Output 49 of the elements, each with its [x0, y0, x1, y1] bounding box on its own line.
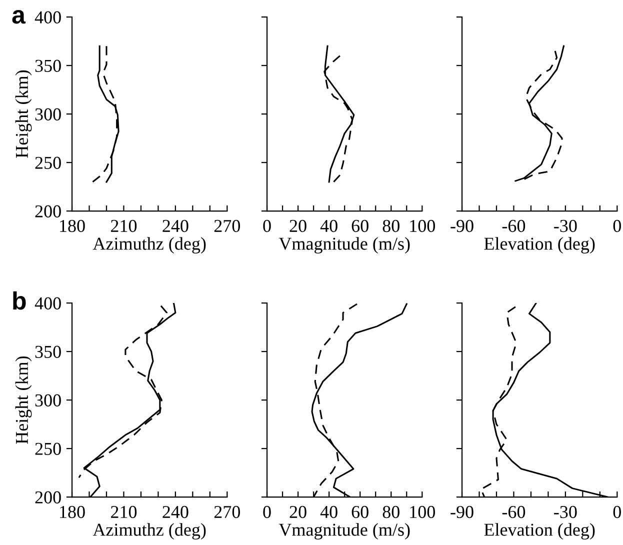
x-axis-title: Azimuthz (deg) — [92, 523, 206, 540]
x-tick-label: 180 — [60, 220, 85, 232]
x-tick-label: 0 — [263, 506, 271, 518]
y-axis-title: Height (km) — [15, 70, 32, 158]
x-tick-label: 0 — [613, 220, 621, 232]
x-tick-label: -60 — [502, 220, 526, 232]
y-tick-label: 400 — [34, 11, 61, 24]
x-axis-title: Elevation (deg) — [484, 523, 595, 540]
x-tick-label: 60 — [352, 506, 368, 518]
y-tick-label: 350 — [35, 346, 61, 358]
x-tick-label: 270 — [214, 220, 240, 232]
chart-title: b — [13, 291, 26, 310]
y-tick-label: 250 — [35, 442, 61, 455]
x-tick-label: 270 — [214, 506, 240, 518]
line-series — [92, 45, 118, 183]
y-tick-label: 200 — [35, 491, 61, 504]
x-tick-label: -90 — [450, 506, 474, 518]
y-tick-label: 300 — [35, 394, 61, 406]
x-tick-label: 240 — [162, 506, 188, 518]
y-tick-label: 350 — [35, 60, 61, 72]
y-tick-label: 200 — [35, 205, 61, 218]
x-tick-label: 180 — [60, 506, 85, 518]
x-tick-label: 20 — [290, 220, 306, 232]
y-axis-title: Height (km) — [15, 356, 32, 444]
x-tick-label: 80 — [382, 220, 400, 232]
chart-title: a — [12, 10, 26, 24]
x-tick-label: 0 — [613, 506, 621, 518]
x-tick-label: 100 — [410, 220, 435, 232]
x-tick-label: -30 — [554, 506, 577, 518]
x-axis-title: Elevation (deg) — [484, 237, 595, 254]
x-axis-title: Vmagnitude (m/s) — [278, 523, 410, 540]
x-tick-label: 210 — [110, 220, 137, 232]
x-tick-label: 40 — [320, 506, 338, 518]
x-tick-label: 80 — [382, 506, 400, 518]
x-tick-label: 0 — [263, 220, 271, 232]
x-tick-label: -60 — [502, 506, 526, 518]
x-axis-title: Azimuthz (deg) — [92, 237, 206, 254]
y-tick-label: 400 — [34, 297, 61, 310]
y-tick-label: 250 — [35, 156, 61, 169]
x-tick-label: -30 — [554, 220, 577, 232]
y-tick-label: 300 — [35, 108, 61, 120]
x-tick-label: 100 — [410, 506, 435, 518]
x-axis-title: Vmagnitude (m/s) — [278, 237, 410, 254]
x-tick-label: 20 — [290, 506, 306, 518]
x-tick-label: 60 — [352, 220, 368, 232]
x-tick-label: 240 — [162, 220, 188, 232]
x-tick-label: -90 — [450, 220, 474, 232]
x-tick-label: 210 — [110, 506, 137, 518]
x-tick-label: 40 — [320, 220, 338, 232]
